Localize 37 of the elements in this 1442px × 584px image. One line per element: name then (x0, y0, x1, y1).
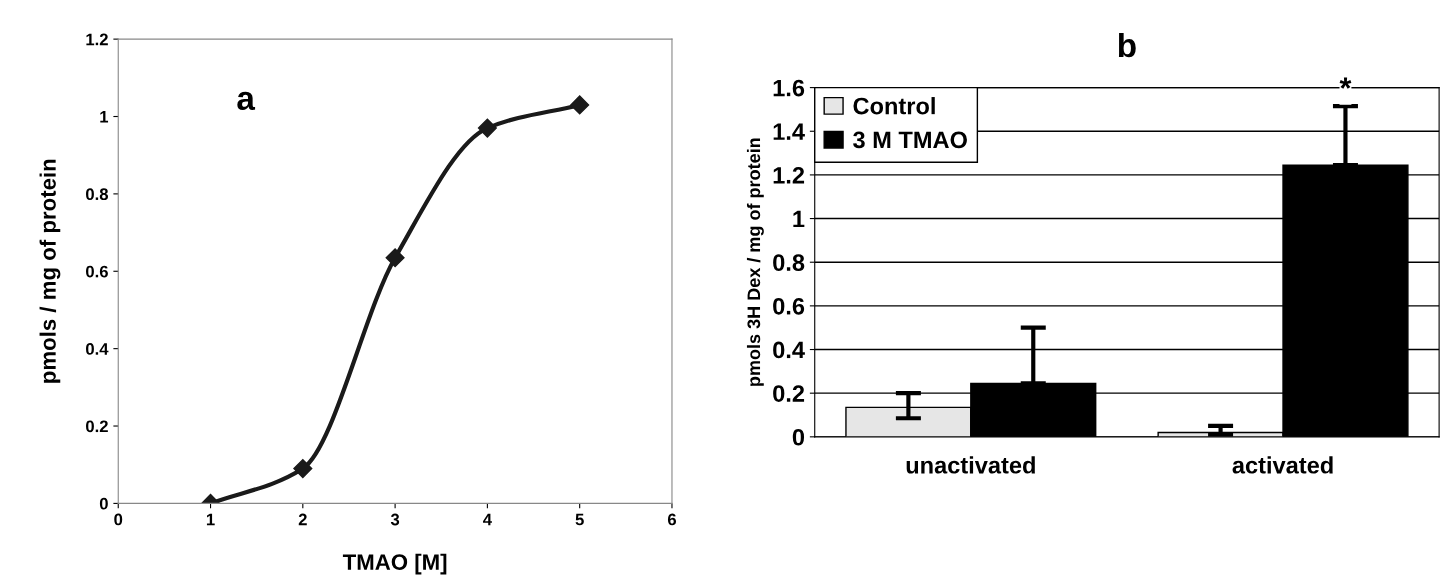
point (385, 248, 405, 268)
x-tick-label: 0 (114, 513, 123, 526)
x-tick-label: 1 (206, 513, 215, 526)
y-tick-label: 0.2 (86, 420, 108, 433)
legend-label: Control (853, 97, 935, 115)
y-tick-label: 1.4 (773, 123, 805, 140)
y-tick-label: 1.2 (773, 166, 805, 184)
y-tick-label: 0 (792, 428, 805, 446)
point (293, 459, 313, 479)
y-tick-label: 0.6 (86, 265, 108, 278)
y-tick-label: 1.6 (773, 79, 805, 97)
y-tick-label: 0.2 (773, 385, 805, 402)
x-axis-title: TMAO [M] (342, 553, 447, 575)
y-tick-label: 1 (100, 111, 109, 123)
point (570, 95, 590, 115)
chart-title: b (1118, 32, 1136, 58)
x-tick-label: 5 (575, 513, 584, 526)
y-tick-label: 0.4 (86, 343, 109, 355)
legend-label: 3 M TMAO (853, 131, 967, 149)
point (477, 118, 497, 138)
y-tick-label: 0.8 (86, 188, 109, 201)
y-tick-label: 0.4 (773, 341, 805, 359)
y-tick-label: 1 (793, 210, 805, 228)
y-axis-title: pmols / mg of protein (39, 159, 61, 383)
y-tick-label: 0.6 (773, 297, 805, 315)
y-tick-label: 0.8 (773, 254, 805, 271)
x-tick-label: 2 (298, 513, 307, 526)
text: a (237, 91, 256, 111)
x-tick-label: unactivated (906, 456, 1035, 474)
x-tick-label: activated (1232, 456, 1333, 474)
x-tick-label: 4 (483, 513, 492, 526)
x-tick-label: 3 (390, 513, 400, 526)
y-axis-title: pmols 3H Dex / mg of protein (746, 138, 764, 386)
y-tick-label: 0 (99, 497, 108, 510)
x-tick-label: 6 (667, 513, 676, 526)
y-tick-label: 1.2 (86, 33, 108, 46)
annotation: * (1339, 77, 1352, 89)
